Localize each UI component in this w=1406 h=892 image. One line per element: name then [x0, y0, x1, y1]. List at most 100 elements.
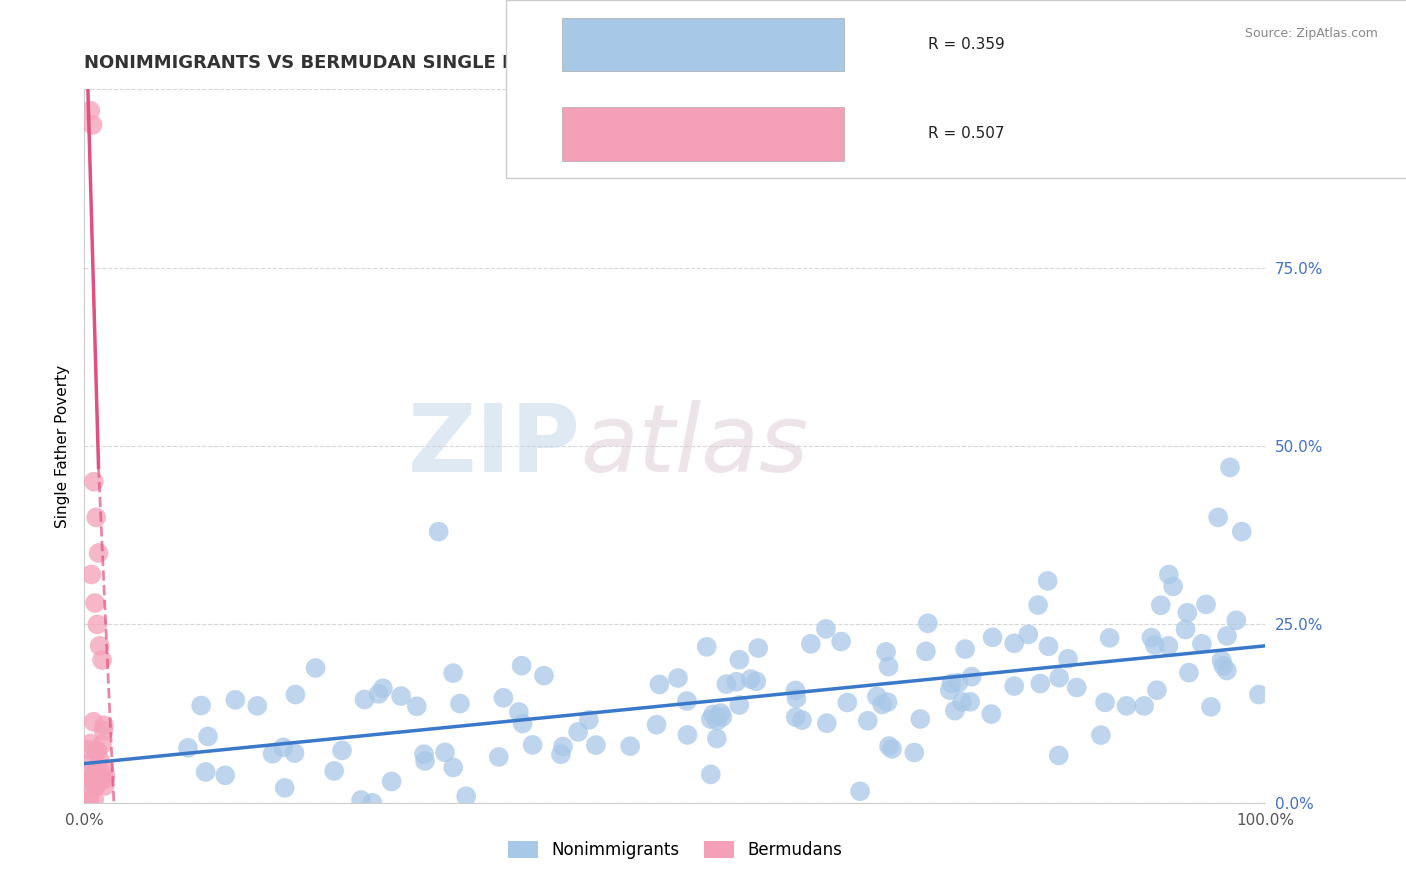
- Point: [1219, 460, 1241, 475]
- Point: [666, 671, 689, 685]
- Point: [190, 698, 212, 713]
- Point: [716, 677, 738, 691]
- Point: [1143, 638, 1166, 652]
- Point: [1247, 688, 1270, 702]
- Point: [413, 747, 436, 761]
- Point: [1140, 631, 1163, 645]
- Point: [405, 699, 427, 714]
- Point: [711, 710, 734, 724]
- Point: [877, 659, 900, 673]
- Point: [1026, 598, 1049, 612]
- Point: [434, 745, 457, 759]
- Point: [427, 524, 450, 539]
- Point: [950, 695, 973, 709]
- Point: [876, 695, 898, 709]
- Point: [533, 668, 555, 682]
- Point: [1150, 599, 1173, 613]
- Point: [1133, 698, 1156, 713]
- Point: [1174, 623, 1197, 637]
- Point: [1057, 652, 1080, 666]
- Point: [77, 742, 100, 756]
- Point: [82, 118, 104, 132]
- Point: [79, 103, 101, 118]
- Point: [1178, 665, 1201, 680]
- Point: [856, 714, 879, 728]
- Point: [943, 704, 966, 718]
- Text: R = 0.359: R = 0.359: [928, 37, 1005, 52]
- Point: [702, 707, 724, 722]
- Text: Source: ZipAtlas.com: Source: ZipAtlas.com: [1244, 27, 1378, 40]
- Point: [83, 714, 105, 729]
- Point: [1191, 637, 1213, 651]
- Point: [1161, 579, 1184, 593]
- Point: [381, 774, 404, 789]
- Point: [710, 706, 733, 720]
- Point: [785, 710, 807, 724]
- Point: [645, 717, 668, 731]
- Point: [1036, 574, 1059, 588]
- Text: atlas: atlas: [581, 401, 808, 491]
- Point: [79, 737, 101, 751]
- Point: [578, 713, 600, 727]
- Point: [1094, 695, 1116, 709]
- Point: [1199, 699, 1222, 714]
- Point: [790, 713, 813, 727]
- Point: [80, 567, 103, 582]
- Point: [1146, 683, 1168, 698]
- Point: [83, 792, 105, 806]
- Point: [877, 739, 900, 753]
- Point: [492, 690, 515, 705]
- Point: [551, 739, 574, 754]
- Point: [1157, 639, 1180, 653]
- Point: [522, 738, 544, 752]
- Point: [981, 630, 1004, 644]
- Text: ZIP: ZIP: [408, 400, 581, 492]
- Point: [1002, 679, 1025, 693]
- Point: [323, 764, 346, 778]
- Point: [283, 746, 305, 760]
- Point: [696, 640, 718, 654]
- Point: [700, 767, 723, 781]
- Point: [246, 698, 269, 713]
- Point: [1098, 631, 1121, 645]
- Point: [1047, 748, 1070, 763]
- Point: [508, 705, 530, 719]
- Point: [194, 764, 217, 779]
- Bar: [562, 107, 844, 161]
- Point: [849, 784, 872, 798]
- Point: [89, 773, 111, 788]
- Point: [959, 695, 981, 709]
- Point: [350, 793, 373, 807]
- Point: [785, 683, 807, 698]
- Point: [980, 707, 1002, 722]
- Point: [1216, 664, 1239, 678]
- Point: [960, 670, 983, 684]
- Point: [1002, 636, 1025, 650]
- Point: [728, 653, 751, 667]
- Point: [953, 642, 976, 657]
- Point: [367, 687, 389, 701]
- Point: [567, 725, 589, 739]
- Point: [1216, 629, 1239, 643]
- Point: [875, 645, 897, 659]
- Point: [93, 723, 115, 738]
- Point: [94, 769, 117, 783]
- Point: [82, 754, 104, 768]
- Point: [93, 718, 115, 732]
- Point: [512, 716, 534, 731]
- Point: [371, 681, 394, 696]
- Point: [1175, 606, 1198, 620]
- Point: [93, 761, 115, 775]
- Point: [1206, 510, 1229, 524]
- Point: [83, 766, 105, 780]
- Point: [917, 616, 939, 631]
- Point: [1115, 698, 1137, 713]
- Point: [87, 546, 110, 560]
- Point: [745, 674, 768, 689]
- Point: [449, 697, 471, 711]
- Point: [94, 772, 117, 786]
- Point: [177, 740, 200, 755]
- Point: [700, 712, 723, 726]
- Point: [84, 779, 107, 793]
- Point: [910, 712, 932, 726]
